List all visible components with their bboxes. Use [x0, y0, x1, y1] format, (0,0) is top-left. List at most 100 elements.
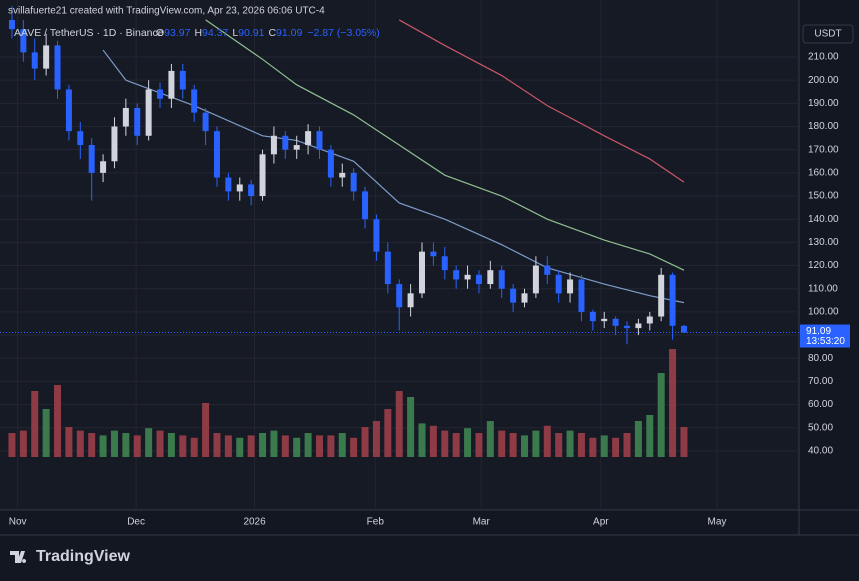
ohlc-prefix: L [232, 27, 238, 39]
volume-bar [372, 421, 380, 457]
countdown: 13:53:20 [806, 336, 845, 347]
candle-body [77, 131, 84, 146]
currency-box [802, 24, 854, 44]
candle-body [305, 131, 312, 146]
volume-bar [509, 433, 517, 457]
last-price: 91.09 [806, 326, 831, 337]
volume-bar [259, 433, 267, 457]
candle-body [179, 70, 186, 90]
candle-body [396, 284, 403, 308]
volume-bar [646, 415, 654, 457]
candle-body [624, 325, 631, 329]
y-tick-label: 180.00 [808, 121, 839, 132]
y-tick-label: 130.00 [808, 237, 839, 248]
volume-bar [19, 430, 27, 457]
candle-body [510, 288, 517, 303]
candle-body [441, 256, 448, 271]
volume-bar [42, 409, 50, 457]
volume-bar [634, 421, 642, 457]
y-tick-label: 120.00 [808, 260, 839, 271]
candle-body [567, 279, 574, 294]
volume-bar [452, 433, 460, 457]
volume-bar [555, 433, 563, 457]
candle-body [453, 270, 460, 280]
volume-bar [577, 433, 585, 457]
candle-body [316, 131, 323, 150]
candle-body [282, 135, 289, 150]
volume-bar [179, 435, 187, 457]
y-tick-label: 160.00 [808, 167, 839, 178]
volume-bar [8, 433, 16, 457]
volume-bar [566, 430, 574, 457]
volume-bar [54, 385, 62, 457]
candle-body [407, 293, 414, 308]
y-tick-label: 70.00 [808, 376, 833, 387]
y-tick-label: 110.00 [808, 283, 838, 294]
volume-bar [88, 433, 96, 457]
logo-icon [10, 551, 27, 563]
candle-body [669, 274, 676, 326]
candle-body [168, 70, 175, 99]
ohlc-value: 93.97 [164, 27, 190, 39]
candle-body [293, 145, 300, 150]
volume-bar [99, 435, 107, 457]
volume-bar [589, 437, 597, 457]
volume-bar [65, 427, 73, 457]
candle-body [88, 145, 95, 173]
candle-body [589, 311, 596, 322]
volume-bar [190, 437, 198, 457]
candle-body [225, 177, 232, 192]
last-price-box [800, 324, 850, 348]
y-tick-label: 80.00 [808, 353, 833, 364]
volume-bar [498, 430, 506, 457]
candle-body [373, 219, 380, 252]
ohlc-prefix: C [268, 27, 276, 39]
candle-body [418, 251, 425, 294]
y-tick-label: 40.00 [808, 446, 833, 457]
volume-bar [532, 430, 540, 457]
x-tick-label: Feb [367, 517, 385, 528]
volume-bar [464, 428, 472, 457]
candle-body [521, 293, 528, 303]
x-tick-label: May [708, 517, 727, 528]
y-tick-label: 60.00 [808, 399, 833, 410]
ohlc-legend: O93.97 H94.37 L90.91 C91.09 −2.87 (−3.05%) [156, 27, 380, 39]
candle-body [134, 107, 141, 136]
volume-bar [145, 428, 153, 457]
candle-body [487, 270, 494, 285]
volume-bar [657, 373, 665, 457]
x-tick-label: Dec [127, 517, 145, 528]
y-tick-label: 200.00 [808, 75, 839, 86]
candle-body [430, 251, 437, 257]
candle-body [384, 251, 391, 285]
volume-bar [167, 433, 175, 457]
ohlc-value: 94.37 [202, 27, 228, 39]
volume-bar [122, 433, 130, 457]
volume-bar [338, 433, 346, 457]
candle-body [31, 52, 38, 69]
x-tick-label: Mar [473, 517, 491, 528]
candle-body [680, 325, 687, 333]
moving-average [398, 19, 685, 183]
candle-body [157, 89, 164, 99]
volume-bar [270, 430, 278, 457]
candle-body [270, 135, 277, 155]
volume-bar [680, 427, 688, 457]
volume-bar [315, 435, 323, 457]
volume-bar [133, 435, 141, 457]
volume-bar [224, 435, 232, 457]
x-tick-label: 2026 [243, 517, 266, 528]
volume-bar [350, 437, 358, 457]
volume-bar [213, 433, 221, 457]
candle-body [8, 19, 15, 30]
candle-body [191, 89, 198, 113]
ohlc-value: 91.09 [276, 27, 302, 39]
candle-body [111, 126, 118, 162]
candle-body [236, 184, 243, 192]
candle-body [20, 29, 27, 53]
candle-body [635, 323, 642, 329]
volume-bar [76, 430, 84, 457]
y-tick-label: 210.00 [808, 52, 839, 63]
candle-body [259, 154, 266, 197]
